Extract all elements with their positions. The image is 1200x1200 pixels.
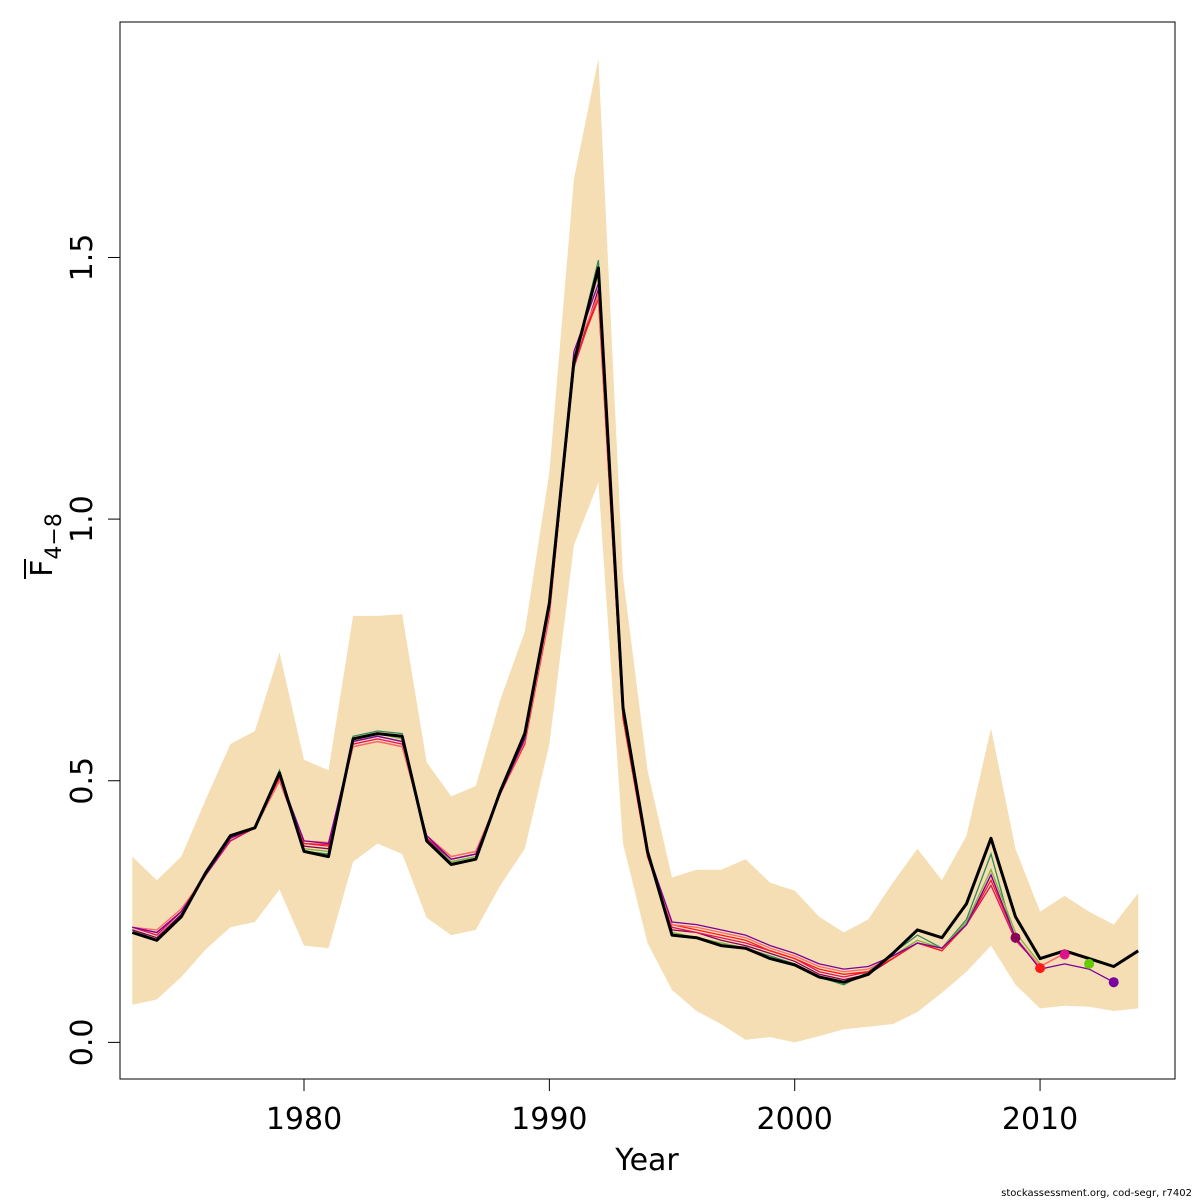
x-tick-label: 2010 — [1002, 1102, 1078, 1137]
svg-text:F4−8: F4−8 — [25, 513, 67, 577]
x-tick-label: 1990 — [511, 1102, 587, 1137]
y-tick-label: 1.5 — [65, 234, 100, 282]
confidence-band — [132, 58, 1139, 1043]
end-point-4 — [1084, 958, 1095, 969]
y-axis-title-subscript: 4−8 — [42, 513, 67, 559]
y-axis-title: F4−8 — [24, 513, 67, 579]
x-tick-label: 1980 — [266, 1102, 342, 1137]
y-tick-label: 0.0 — [65, 1019, 100, 1067]
end-point-5 — [1108, 977, 1119, 988]
y-tick-label: 0.5 — [65, 757, 100, 805]
end-point-2 — [1035, 963, 1046, 974]
x-axis-title: Year — [614, 1143, 679, 1178]
x-tick-label: 2000 — [757, 1102, 833, 1137]
y-tick-label: 1.0 — [65, 495, 100, 543]
end-points-layer — [1010, 932, 1119, 988]
end-point-1 — [1010, 932, 1021, 943]
y-axis: 0.0 0.5 1.0 1.5 — [65, 234, 121, 1067]
y-axis-title-base: F — [25, 560, 60, 577]
confidence-band-layer — [132, 58, 1139, 1043]
x-axis: 1980 1990 2000 2010 — [266, 1078, 1078, 1137]
footer-credit: stockassessment.org, cod-segr, r7402 — [1001, 1188, 1192, 1199]
end-point-3 — [1059, 949, 1070, 960]
main-series-line — [131, 266, 1140, 984]
main-series-layer — [131, 266, 1140, 984]
